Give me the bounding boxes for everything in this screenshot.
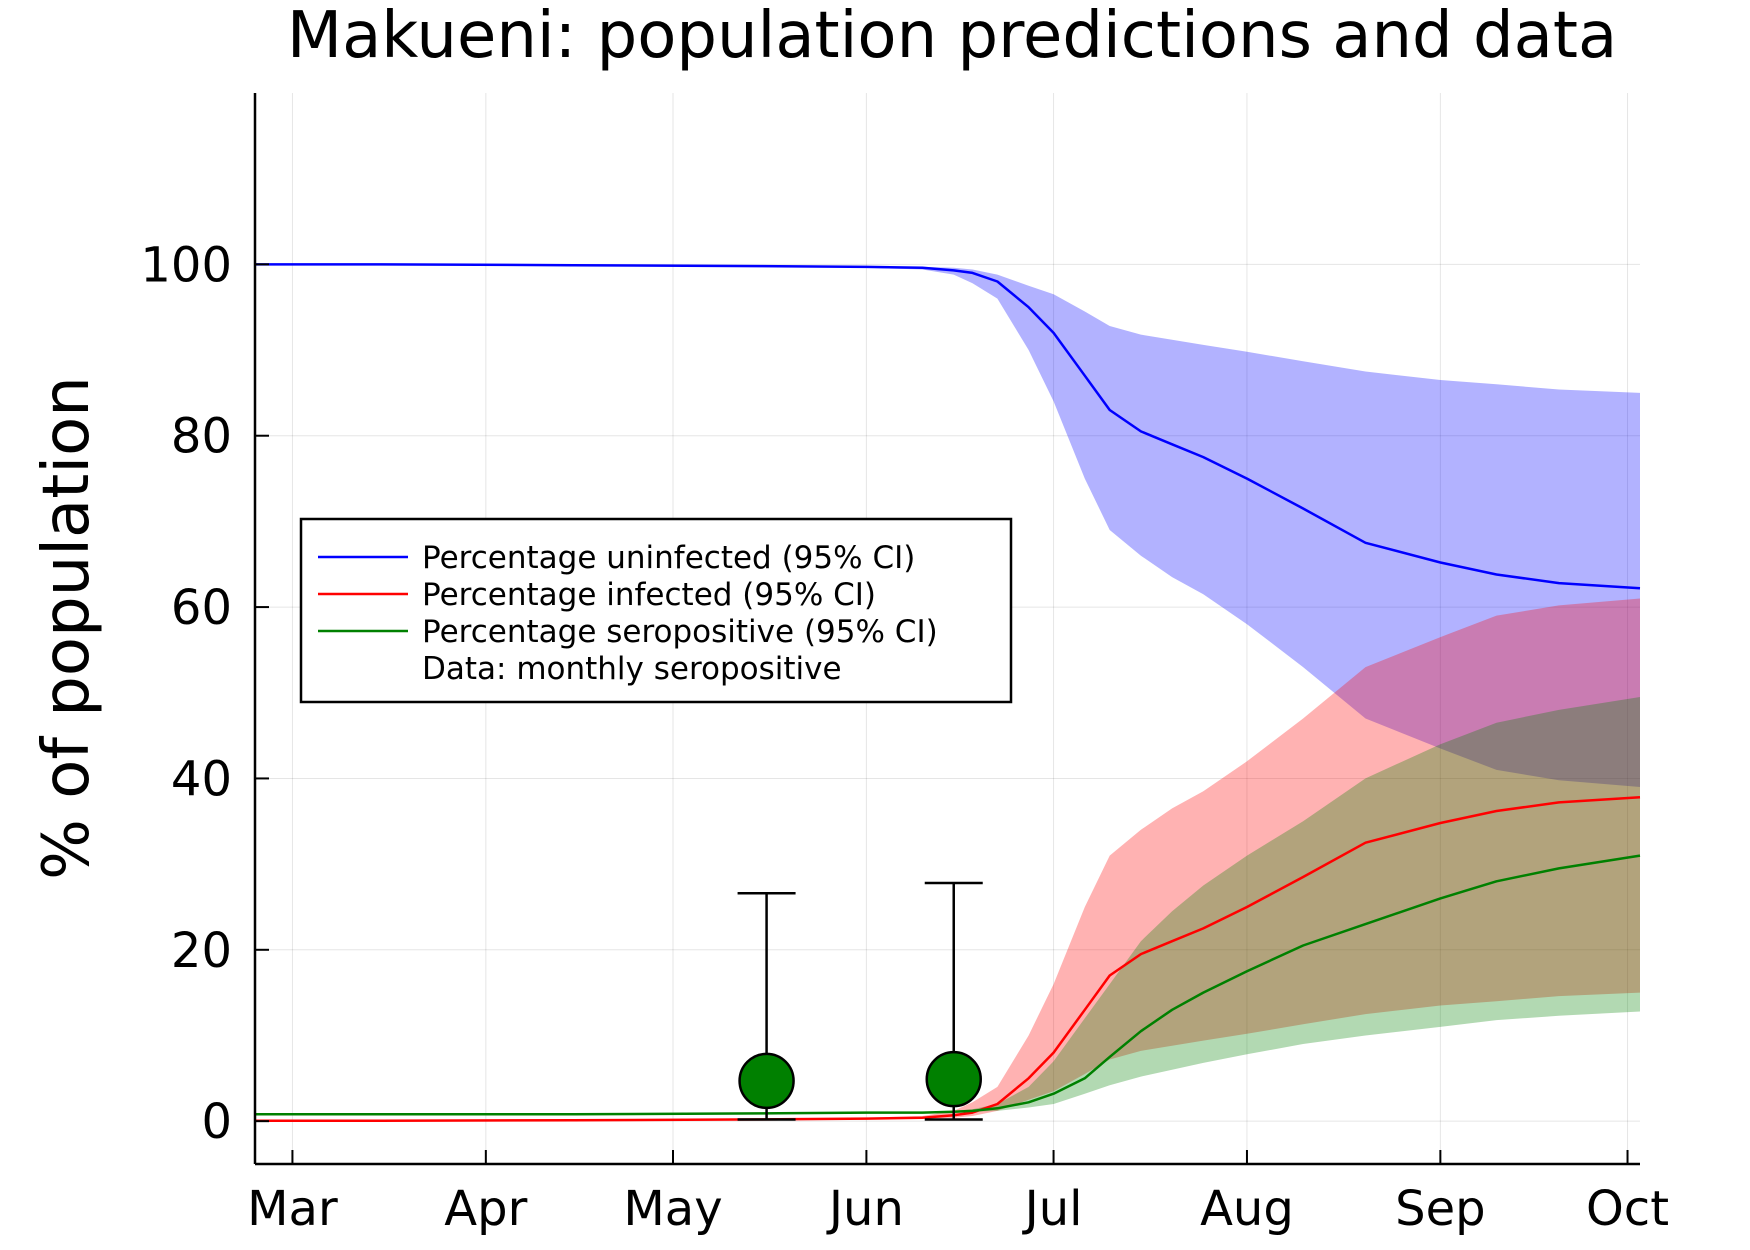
x-tick-label: Sep (1395, 1181, 1485, 1237)
ci-band-2 (255, 697, 1640, 1115)
legend-label-3: Data: monthly seropositive (422, 651, 842, 687)
legend-label-2: Percentage seropositive (95% CI) (422, 614, 938, 650)
series-lines (255, 263, 1641, 1122)
y-tick-label: 60 (171, 580, 232, 636)
y-tick-label: 0 (201, 1094, 232, 1150)
x-tick-label: Mar (247, 1181, 338, 1237)
series-line-2 (255, 854, 1641, 1116)
x-tick-label: Aug (1200, 1181, 1294, 1237)
data-points (737, 881, 983, 1121)
y-tick-label: 40 (171, 751, 232, 807)
x-tick-label: Jun (826, 1181, 904, 1237)
confidence-bands (255, 264, 1640, 1121)
y-tick-label: 20 (171, 923, 232, 979)
ci-band-0 (255, 264, 1640, 787)
x-ticks: Mar Apr May Jun Jul Aug Sep Oct (247, 1150, 1669, 1237)
x-tick-label: May (623, 1181, 722, 1237)
data-point-0 (738, 1052, 795, 1110)
legend-box (299, 517, 1013, 704)
legend-label-1: Percentage infected (95% CI) (422, 577, 876, 613)
y-axis-label: % of population (30, 376, 104, 880)
legend-label-0: Percentage uninfected (95% CI) (422, 540, 915, 576)
series-line-1 (255, 796, 1641, 1122)
x-tick-label: Apr (444, 1181, 527, 1237)
y-ticks: 0 20 40 60 80 100 (140, 237, 269, 1150)
legend: Percentage uninfected (95% CI)Percentage… (299, 517, 1013, 704)
y-tick-label: 100 (140, 237, 232, 293)
ci-band-1 (255, 598, 1640, 1121)
data-point-1 (925, 1050, 982, 1108)
x-tick-label: Jul (1022, 1181, 1083, 1237)
chart-title: Makueni: population predictions and data (287, 0, 1617, 73)
series-line-0 (255, 263, 1641, 590)
x-tick-label: Oct (1586, 1181, 1669, 1237)
y-tick-label: 80 (171, 409, 232, 465)
